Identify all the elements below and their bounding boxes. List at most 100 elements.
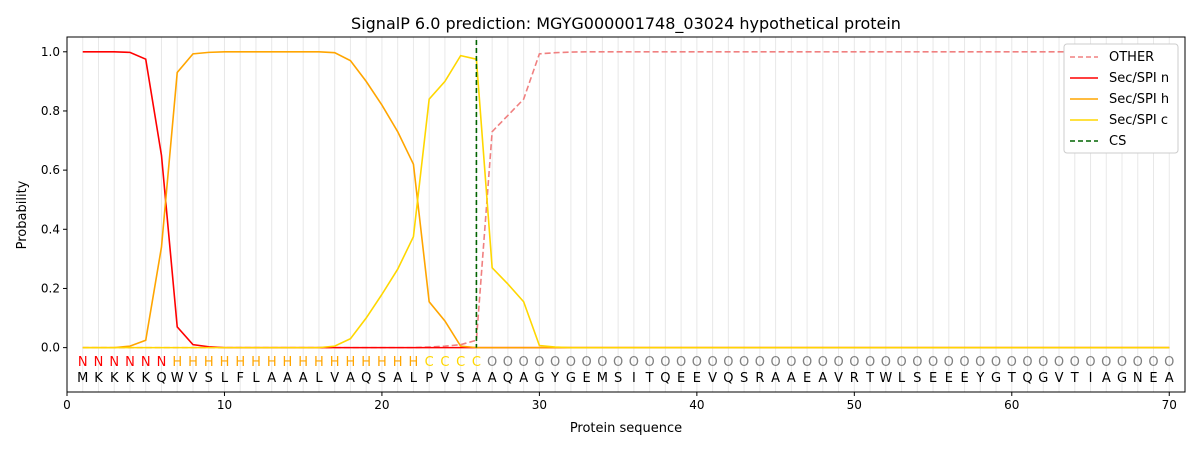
x-tick-label: 50 (847, 398, 862, 412)
region-label: C (472, 355, 481, 370)
x-tick-label: 0 (63, 398, 71, 412)
region-label: O (534, 355, 544, 370)
legend-label: Sec/SPI h (1109, 92, 1169, 107)
series-line-sec-spi-h (82, 50, 1170, 349)
region-label: H (361, 355, 371, 370)
region-label: O (645, 355, 655, 370)
y-tick-label: 0.2 (41, 281, 60, 295)
y-tick-label: 0.0 (41, 341, 60, 355)
region-label: O (629, 355, 639, 370)
plot-frame (66, 36, 1186, 393)
region-label: H (330, 355, 340, 370)
region-label: H (267, 355, 277, 370)
region-label: N (78, 355, 88, 370)
region-label: O (1164, 355, 1174, 370)
region-label: H (409, 355, 419, 370)
region-label: C (425, 355, 434, 370)
region-label: O (881, 355, 891, 370)
region-label: O (1133, 355, 1143, 370)
region-label: O (487, 355, 497, 370)
region-label: O (755, 355, 765, 370)
legend-box (1063, 43, 1179, 154)
region-label: O (770, 355, 780, 370)
region-label: O (944, 355, 954, 370)
region-label: N (94, 355, 104, 370)
region-label: H (172, 355, 182, 370)
region-label: O (786, 355, 796, 370)
region-label: O (660, 355, 670, 370)
region-label: O (1038, 355, 1048, 370)
region-label: H (283, 355, 293, 370)
region-label: H (346, 355, 356, 370)
region-label: H (235, 355, 245, 370)
region-label: O (597, 355, 607, 370)
region-label: O (613, 355, 623, 370)
series-line-other (82, 50, 1170, 349)
region-label: N (141, 355, 151, 370)
y-tick-label: 0.4 (41, 222, 60, 236)
region-label: O (818, 355, 828, 370)
chart-title: SignalP 6.0 prediction: MGYG000001748_03… (351, 14, 901, 34)
region-label: O (1117, 355, 1127, 370)
region-label: O (723, 355, 733, 370)
x-tick-label: 40 (689, 398, 704, 412)
x-tick-label: 10 (217, 398, 232, 412)
x-tick-label: 20 (374, 398, 389, 412)
region-label: H (251, 355, 261, 370)
region-label: O (1054, 355, 1064, 370)
region-label: O (707, 355, 717, 370)
region-label: O (692, 355, 702, 370)
x-tick-label: 60 (1004, 398, 1019, 412)
region-label: O (1085, 355, 1095, 370)
region-label: O (802, 355, 812, 370)
region-label: O (896, 355, 906, 370)
region-label: O (912, 355, 922, 370)
region-label: O (928, 355, 938, 370)
region-label: O (1070, 355, 1080, 370)
x-tick-label: 70 (1162, 398, 1177, 412)
legend-label: OTHER (1109, 50, 1154, 65)
region-label: N (109, 355, 119, 370)
region-label: O (975, 355, 985, 370)
y-tick-label: 1.0 (41, 45, 60, 59)
region-label: O (833, 355, 843, 370)
region-label: O (739, 355, 749, 370)
region-label: O (503, 355, 513, 370)
region-label: O (550, 355, 560, 370)
region-label: O (676, 355, 686, 370)
region-label: H (204, 355, 214, 370)
region-label: O (1148, 355, 1158, 370)
x-tick-label: 30 (532, 398, 547, 412)
region-label: H (393, 355, 403, 370)
series-line-sec-spi-n (82, 50, 1170, 349)
region-label: O (1101, 355, 1111, 370)
region-label: O (566, 355, 576, 370)
y-axis-label: Probability (15, 180, 30, 249)
legend-label: CS (1109, 134, 1126, 149)
region-label: O (959, 355, 969, 370)
region-label: N (157, 355, 167, 370)
region-label: O (1022, 355, 1032, 370)
region-label: C (456, 355, 465, 370)
region-label: H (377, 355, 387, 370)
y-tick-label: 0.8 (41, 104, 60, 118)
region-label: H (314, 355, 324, 370)
region-label: O (865, 355, 875, 370)
region-label: O (991, 355, 1001, 370)
region-label: O (519, 355, 529, 370)
region-label: N (125, 355, 135, 370)
x-axis-label: Protein sequence (570, 421, 682, 436)
region-label: H (298, 355, 308, 370)
y-tick-label: 0.6 (41, 163, 60, 177)
region-label: O (1007, 355, 1017, 370)
legend-label: Sec/SPI c (1109, 113, 1168, 128)
region-label: H (188, 355, 198, 370)
legend-label: Sec/SPI n (1109, 71, 1169, 86)
series-line-sec-spi-c (82, 54, 1170, 349)
region-label: O (849, 355, 859, 370)
region-label: C (440, 355, 449, 370)
region-label: H (220, 355, 230, 370)
region-label: O (582, 355, 592, 370)
protein-sequence: MKKKKQWVSLFLAAALVAQSALPVSAAQAGYGEMSITQEE… (77, 371, 1174, 386)
